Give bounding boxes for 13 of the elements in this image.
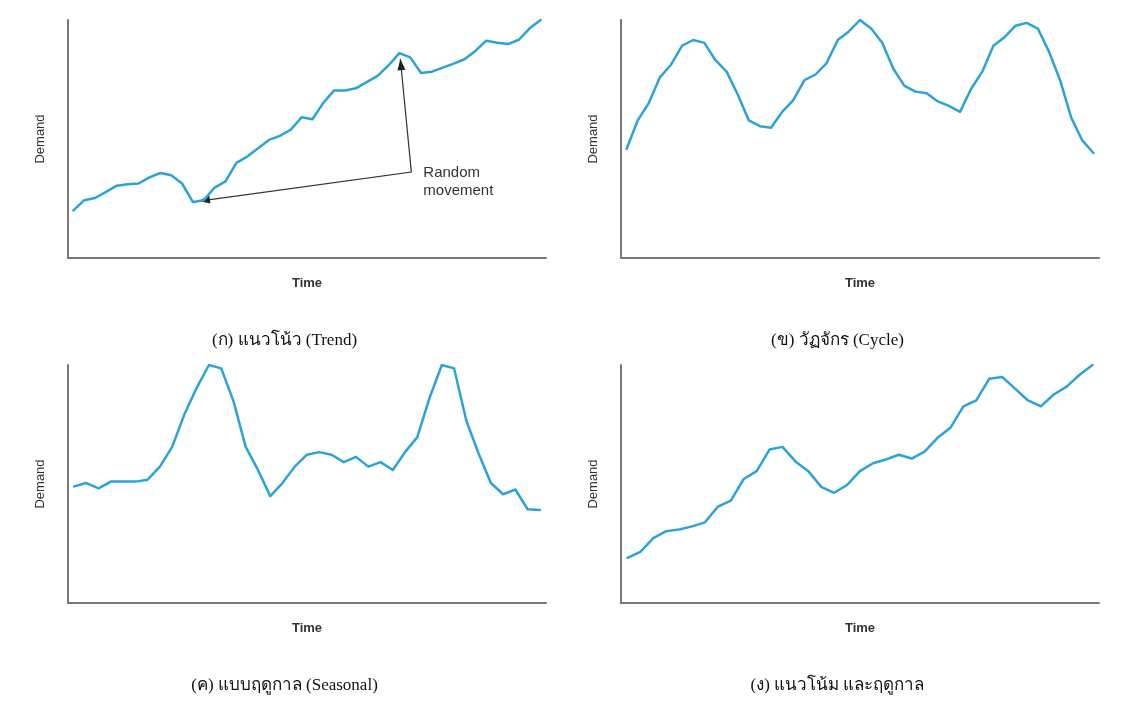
x-axis-title: Time <box>844 275 876 290</box>
text: (ก) แนวโน้ว (Trend) <box>211 329 358 349</box>
y-axis-title: Demand <box>32 459 47 509</box>
text: (ค) แบบฤดูกาล (Seasonal) <box>191 675 378 695</box>
y-axis-title: Demand <box>32 114 47 164</box>
text: (ข) วัฏจักร (Cycle) <box>771 330 904 349</box>
y-axis-title: Demand <box>585 114 600 164</box>
annotation: Random movement <box>423 162 495 198</box>
y-axis-title: Demand <box>585 459 600 509</box>
x-axis-title: Time <box>291 275 323 290</box>
x-axis-title: Time <box>844 620 876 635</box>
text: (ง) แนวโน้ม และฤดูกาล <box>750 674 925 695</box>
x-axis-title: Time <box>291 620 323 635</box>
